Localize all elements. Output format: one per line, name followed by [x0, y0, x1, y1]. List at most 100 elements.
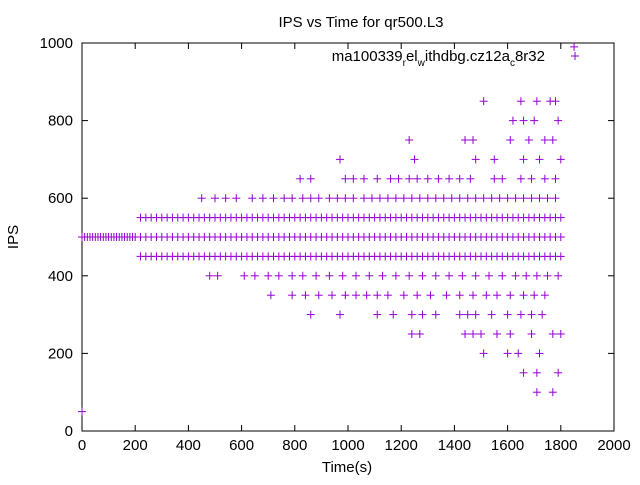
data-point — [325, 194, 334, 203]
y-axis-label: IPS — [5, 225, 22, 249]
data-point — [511, 194, 520, 203]
data-point — [205, 271, 214, 280]
data-point — [492, 291, 501, 300]
data-point — [333, 194, 342, 203]
x-tick-label: 200 — [123, 437, 148, 454]
data-point — [248, 194, 257, 203]
data-point — [288, 291, 297, 300]
legend-label: ma100339relwithdbg.cz12ac8r32 — [332, 48, 545, 69]
data-point — [471, 271, 480, 280]
data-point — [399, 194, 408, 203]
data-point — [250, 271, 259, 280]
data-point — [479, 349, 488, 358]
data-point — [431, 271, 440, 280]
data-point — [527, 174, 536, 183]
x-tick-label: 600 — [229, 437, 254, 454]
data-point — [405, 174, 414, 183]
data-point — [535, 194, 544, 203]
y-tick-label: 800 — [48, 113, 73, 130]
data-point — [341, 174, 350, 183]
data-point — [554, 368, 563, 377]
data-point — [341, 291, 350, 300]
data-point — [394, 174, 403, 183]
data-point — [556, 155, 565, 164]
data-point — [548, 136, 557, 144]
data-point — [556, 233, 565, 241]
data-point — [551, 194, 560, 203]
data-point — [447, 194, 456, 203]
data-point — [399, 291, 408, 300]
data-point — [383, 291, 392, 300]
data-point — [351, 271, 360, 280]
data-point — [312, 271, 321, 280]
data-point — [471, 155, 480, 164]
data-point — [477, 330, 485, 338]
data-point — [418, 271, 427, 280]
data-point — [306, 194, 315, 203]
chart-title: IPS vs Time for qr500.L3 — [278, 14, 443, 31]
data-point — [522, 271, 531, 280]
y-tick-label: 400 — [48, 268, 73, 285]
data-point — [455, 194, 464, 203]
data-point — [532, 388, 541, 397]
data-point — [213, 271, 222, 280]
data-point — [410, 155, 419, 164]
data-point — [508, 116, 517, 125]
data-point — [514, 349, 523, 358]
data-point — [495, 194, 504, 203]
data-point — [367, 194, 376, 203]
data-point — [221, 194, 230, 203]
data-point — [461, 136, 470, 144]
data-point — [484, 271, 493, 280]
data-point — [471, 310, 480, 319]
x-tick-label: 1800 — [544, 437, 577, 454]
data-point — [296, 174, 305, 183]
data-point — [383, 194, 392, 203]
data-point — [519, 155, 528, 164]
data-point — [455, 174, 464, 183]
data-point — [373, 291, 382, 300]
data-point — [349, 174, 358, 183]
data-point — [431, 194, 440, 203]
data-point — [556, 252, 565, 261]
data-point — [527, 310, 536, 319]
data-point — [511, 271, 520, 280]
data-point — [365, 271, 374, 280]
data-point — [524, 136, 533, 144]
data-point — [461, 330, 470, 338]
data-point — [264, 271, 273, 280]
data-point — [551, 97, 560, 106]
x-tick-label: 400 — [176, 437, 201, 454]
data-point — [391, 194, 400, 203]
data-point — [469, 330, 478, 338]
data-point — [506, 136, 515, 144]
data-point — [530, 291, 539, 300]
data-point — [554, 271, 563, 280]
data-point — [336, 155, 345, 164]
data-point — [274, 271, 283, 280]
data-point — [351, 291, 360, 300]
data-point — [519, 194, 528, 203]
data-point — [490, 155, 499, 164]
data-point — [543, 271, 552, 280]
x-tick-label: 1200 — [385, 437, 418, 454]
data-point — [314, 291, 323, 300]
data-point — [458, 271, 467, 280]
y-tick-label: 0 — [65, 423, 73, 440]
y-tick-label: 600 — [48, 190, 73, 207]
data-point — [482, 291, 491, 300]
data-point — [298, 271, 307, 280]
data-point — [548, 330, 557, 338]
data-point — [535, 349, 544, 358]
data-point — [325, 271, 334, 280]
data-point — [423, 174, 432, 183]
data-point — [415, 194, 424, 203]
data-point — [519, 368, 528, 377]
data-point — [540, 136, 549, 144]
data-point — [506, 330, 515, 338]
data-point — [439, 194, 448, 203]
data-point — [378, 271, 387, 280]
data-point — [556, 213, 565, 222]
data-point — [540, 174, 549, 183]
